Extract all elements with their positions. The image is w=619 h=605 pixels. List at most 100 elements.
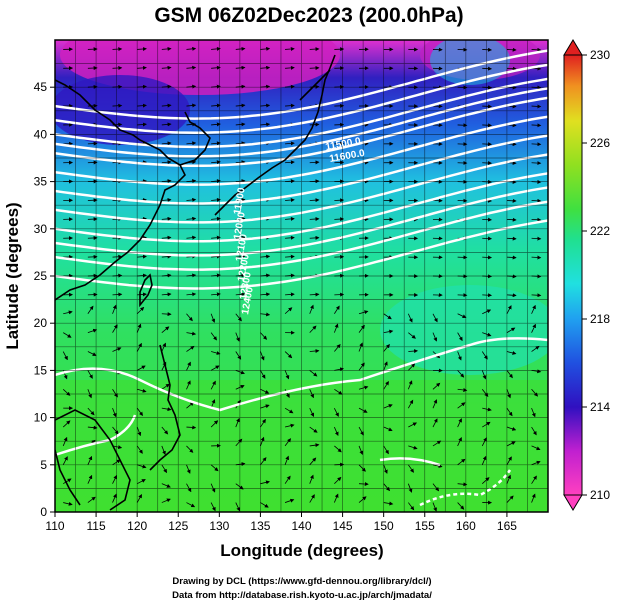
streamline-arrow xyxy=(284,307,293,315)
streamline-arrow xyxy=(383,445,389,455)
streamline-arrow xyxy=(309,494,315,503)
streamline-arrow xyxy=(63,332,72,338)
x-axis-ticks: 110 115 120 125 130 135 140 145 150 155 160 165 xyxy=(45,512,517,533)
streamline-arrow xyxy=(186,425,197,430)
streamline-arrow xyxy=(62,436,68,447)
streamline-arrow xyxy=(235,235,246,240)
streamline-arrow xyxy=(333,323,339,333)
streamline-arrow xyxy=(210,380,216,390)
streamline-arrow xyxy=(211,216,221,221)
streamline-arrow xyxy=(260,418,266,428)
x-tick-label: 120 xyxy=(127,519,147,533)
streamline-arrow xyxy=(285,254,295,259)
x-tick-label: 160 xyxy=(456,519,476,533)
streamline-arrow xyxy=(235,313,242,322)
streamline-arrow xyxy=(235,46,246,51)
y-tick-label: 15 xyxy=(34,363,48,377)
streamline-arrow xyxy=(161,292,172,297)
x-tick-label: 125 xyxy=(168,519,188,533)
streamline-arrow xyxy=(87,305,94,314)
streamline-arrow xyxy=(235,254,246,259)
streamline-arrow xyxy=(506,350,517,355)
streamline-arrow xyxy=(87,455,93,465)
streamline-arrow xyxy=(112,304,117,314)
streamline-arrow xyxy=(432,313,438,323)
streamline-arrow xyxy=(260,388,270,394)
streamline-arrow xyxy=(260,457,267,466)
cold-patch-west xyxy=(55,75,190,145)
streamline-arrow xyxy=(531,255,542,260)
streamline-arrow xyxy=(407,464,414,473)
streamline-arrow xyxy=(481,370,487,380)
streamline-arrow xyxy=(161,464,168,474)
streamline-arrow xyxy=(383,329,394,334)
streamline-arrow xyxy=(531,104,542,109)
streamline-arrow xyxy=(161,383,170,390)
streamline-arrow xyxy=(285,160,295,165)
streamline-arrow xyxy=(358,426,364,436)
streamline-arrow xyxy=(186,361,191,371)
streamline-arrow xyxy=(457,313,467,319)
colorbar-tick-label: 218 xyxy=(590,312,610,326)
streamline-arrow xyxy=(284,389,290,398)
x-tick-label: 145 xyxy=(333,519,353,533)
streamline-arrow xyxy=(309,389,314,399)
streamline-arrow xyxy=(137,464,147,469)
streamline-arrow xyxy=(211,122,221,127)
streamline-arrow xyxy=(62,456,68,465)
streamline-arrow xyxy=(235,502,241,512)
streamline-arrow xyxy=(87,496,96,503)
colorbar-tick-label: 214 xyxy=(590,400,610,414)
streamline-arrow xyxy=(457,351,462,361)
streamline-arrow xyxy=(161,103,172,108)
streamline-arrow xyxy=(383,426,393,432)
streamline-arrow xyxy=(506,293,517,298)
streamline-arrow xyxy=(506,255,517,260)
contour-label: 12400 xyxy=(240,286,256,316)
streamline-arrow xyxy=(186,216,197,221)
streamline-arrow xyxy=(383,464,388,474)
colorbar-tick-label: 226 xyxy=(590,136,610,150)
streamline-arrow xyxy=(235,292,246,297)
streamline-arrow xyxy=(186,235,197,240)
streamline-arrow xyxy=(210,365,220,371)
figure-title: GSM 06Z02Dec2023 (200.0hPa) xyxy=(154,4,463,27)
streamline-arrow xyxy=(161,498,171,503)
y-tick-label: 45 xyxy=(34,80,48,94)
streamline-arrow xyxy=(309,474,314,484)
streamline-arrow xyxy=(531,236,542,241)
streamline-arrow xyxy=(457,482,468,487)
contour-label: 12000 xyxy=(232,211,248,241)
streamline-arrow xyxy=(309,443,320,448)
streamline-arrow xyxy=(531,142,542,147)
streamline-arrow xyxy=(531,323,536,333)
streamline-arrow xyxy=(407,380,413,390)
streamline-arrow xyxy=(432,483,440,492)
y-tick-label: 35 xyxy=(34,175,48,189)
streamline-arrow xyxy=(531,198,542,203)
streamline-arrow xyxy=(284,423,295,428)
streamline-arrow xyxy=(506,198,517,203)
streamline-arrow xyxy=(137,388,147,393)
streamline-arrow xyxy=(87,389,92,399)
streamlines xyxy=(62,46,542,512)
streamline-arrow xyxy=(186,464,191,474)
streamline-arrow xyxy=(506,327,516,333)
hokkaido-coast xyxy=(299,69,331,101)
streamline-arrow xyxy=(407,483,413,493)
streamline-arrow xyxy=(457,458,466,466)
streamline-arrow xyxy=(408,445,418,450)
streamline-arrow xyxy=(260,65,271,70)
streamline-arrow xyxy=(161,160,172,165)
streamline-arrow xyxy=(186,380,191,390)
streamline-arrow xyxy=(506,370,513,379)
streamline-arrow xyxy=(210,313,216,323)
streamline-arrow xyxy=(87,407,95,416)
streamline-arrow xyxy=(285,292,295,297)
streamline-arrow xyxy=(531,426,537,436)
streamline-arrow xyxy=(506,474,511,484)
streamline-arrow xyxy=(112,47,123,52)
streamline-arrow xyxy=(309,65,320,70)
streamline-arrow xyxy=(334,305,340,314)
